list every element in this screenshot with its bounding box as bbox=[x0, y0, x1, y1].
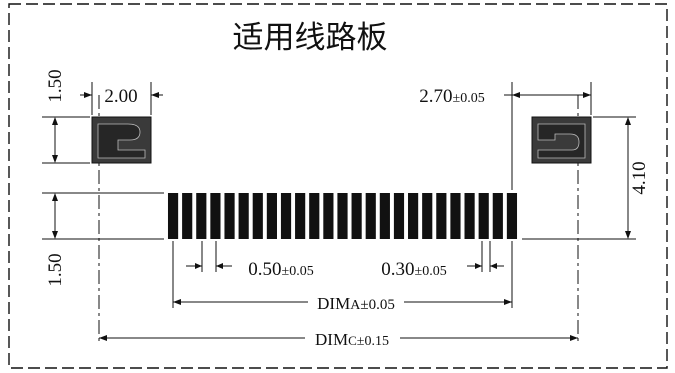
dim-pad-width: 2.00 bbox=[80, 82, 163, 115]
contact-finger bbox=[182, 193, 193, 239]
contact-finger bbox=[506, 193, 518, 239]
contact-finger bbox=[450, 193, 461, 239]
dim-a: DIMA±0.05 bbox=[172, 241, 513, 313]
contact-finger bbox=[393, 193, 405, 239]
finger-height-label: 1.50 bbox=[45, 253, 66, 286]
dim-total-height: 4.10 bbox=[522, 116, 650, 240]
pad-gap-label: 2.70±0.05 bbox=[419, 86, 484, 107]
contact-finger bbox=[266, 193, 277, 239]
contact-finger bbox=[196, 193, 207, 239]
contact-finger bbox=[464, 193, 475, 239]
dim-pad-gap: 2.70±0.05 bbox=[419, 82, 592, 190]
dim-c: DIMC±0.15 bbox=[99, 330, 578, 349]
contact-finger bbox=[323, 193, 334, 239]
contact-finger bbox=[422, 193, 433, 239]
contact-finger bbox=[210, 193, 221, 239]
dim-finger-height: 1.50 bbox=[42, 192, 164, 287]
contact-finger bbox=[238, 193, 249, 239]
contact-fingers bbox=[167, 193, 518, 239]
drawing-title: 适用线路板 bbox=[233, 20, 388, 56]
left-pad bbox=[91, 116, 152, 164]
contact-finger bbox=[224, 193, 235, 239]
dim-finger-width: 0.30±0.05 bbox=[381, 241, 504, 280]
contact-finger bbox=[252, 193, 263, 239]
contact-finger bbox=[351, 193, 362, 239]
contact-finger bbox=[365, 193, 376, 239]
contact-finger bbox=[408, 193, 419, 239]
total-height-label: 4.10 bbox=[629, 161, 650, 194]
pad-height-label: 1.50 bbox=[45, 69, 66, 102]
drawing-frame bbox=[8, 3, 668, 369]
right-pad bbox=[531, 116, 592, 164]
contact-finger bbox=[309, 193, 320, 239]
dim-c-label: DIMC±0.15 bbox=[315, 330, 389, 349]
pad-width-label: 2.00 bbox=[104, 86, 137, 107]
contact-finger bbox=[436, 193, 447, 239]
contact-finger bbox=[295, 193, 306, 239]
dim-pitch: 0.50±0.05 bbox=[186, 241, 314, 280]
contact-finger bbox=[492, 193, 503, 239]
pitch-label: 0.50±0.05 bbox=[248, 259, 313, 280]
contact-finger bbox=[280, 193, 292, 239]
contact-finger bbox=[379, 193, 390, 239]
contact-finger bbox=[167, 193, 179, 239]
dim-pad-height: 1.50 bbox=[42, 69, 90, 164]
dim-a-label: DIMA±0.05 bbox=[317, 294, 395, 313]
contact-finger bbox=[478, 193, 489, 239]
finger-width-label: 0.30±0.05 bbox=[381, 259, 446, 280]
contact-finger bbox=[337, 193, 348, 239]
